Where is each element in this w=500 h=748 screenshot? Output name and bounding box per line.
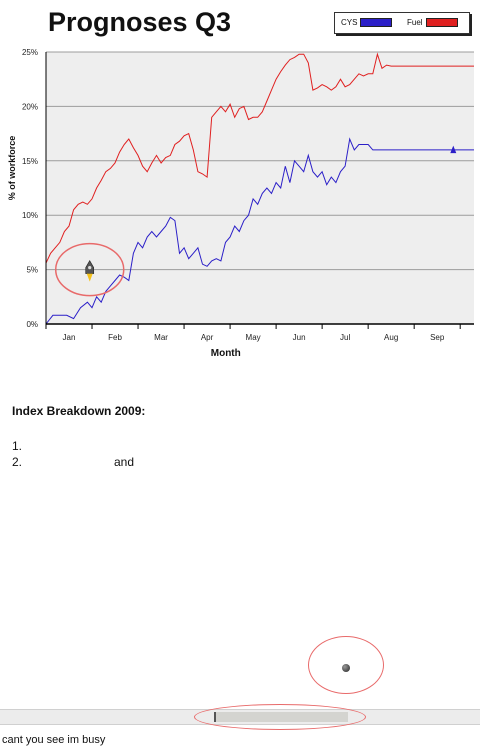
x-axis-label: Month	[211, 348, 241, 359]
status-text: cant you see im busy	[2, 734, 106, 746]
x-tick-label: Aug	[384, 333, 398, 342]
legend-swatch-cys	[360, 18, 393, 27]
page-title: Prognoses Q3	[48, 7, 232, 37]
list-item: 2. and	[12, 454, 134, 470]
scrollbar-highlight-circle	[194, 704, 366, 730]
x-tick-label: Jan	[63, 333, 76, 342]
highlight-circle	[54, 242, 125, 297]
triangle-marker-icon	[450, 145, 457, 154]
series-line-fuel	[45, 52, 474, 264]
x-tick-label: Jul	[340, 333, 350, 342]
legend-item-cys: CYS	[341, 18, 393, 27]
x-tick-label: Mar	[154, 333, 168, 342]
list-number: 1.	[12, 439, 23, 453]
legend-item-fuel: Fuel	[407, 18, 458, 27]
mouse-cursor-dot	[342, 664, 350, 672]
y-tick-label: 0%	[26, 320, 38, 329]
x-tick-label: May	[246, 333, 261, 342]
chart-legend: CYS Fuel	[334, 12, 470, 34]
x-tick-label: Feb	[108, 333, 122, 342]
y-tick-label: 10%	[22, 211, 38, 220]
series-line-cys	[45, 137, 474, 325]
plot-area	[46, 52, 474, 324]
y-tick-label: 20%	[22, 102, 38, 111]
cursor-highlight-circle	[308, 636, 384, 694]
line-chart: 0% 5% 10% 15% 20% 25% Jan Feb Mar Apr May Jun Jul Aug…	[7, 48, 474, 359]
x-tick-label: Apr	[201, 333, 214, 342]
x-tick-label: Jun	[293, 333, 306, 342]
legend-label-fuel: Fuel	[407, 18, 423, 27]
list-item: 1.	[12, 438, 32, 454]
y-tick-label: 5%	[26, 266, 38, 275]
legend-label-cys: CYS	[341, 18, 358, 27]
breakdown-list: 1. 2. and	[12, 438, 134, 470]
y-tick-label: 15%	[22, 157, 38, 166]
breakdown-title: Index Breakdown 2009:	[12, 404, 146, 418]
list-text: and	[114, 455, 135, 469]
list-number: 2.	[12, 455, 23, 469]
legend-swatch-fuel	[425, 18, 458, 27]
y-tick-label: 25%	[22, 48, 38, 57]
rocket-icon	[85, 259, 95, 282]
y-axis-label: % of workforce	[7, 136, 17, 201]
x-tick-label: Sep	[430, 333, 445, 342]
